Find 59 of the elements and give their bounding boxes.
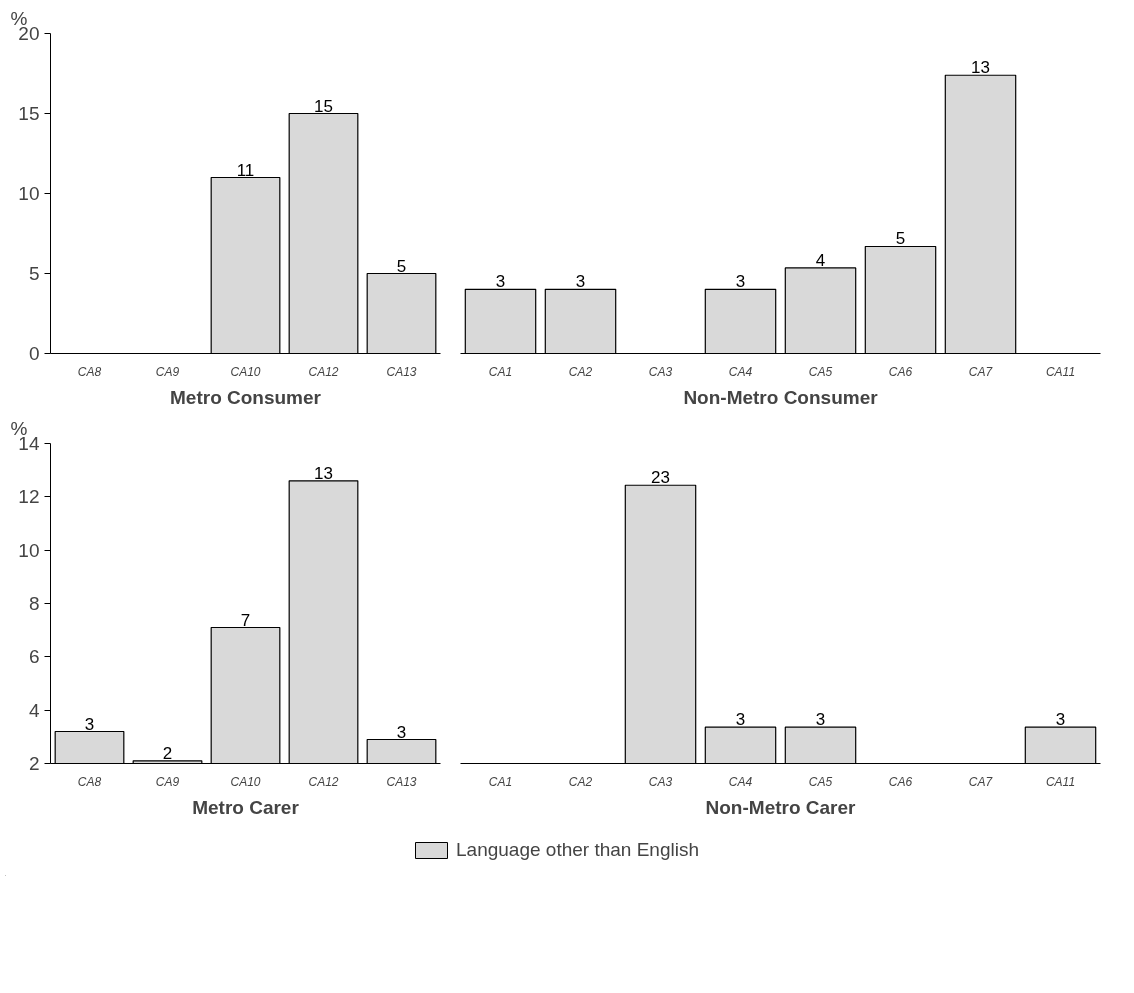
data-label: 3 <box>84 714 95 734</box>
y-tick-label: 4 <box>28 699 40 721</box>
data-label: 13 <box>314 463 333 483</box>
y-tick-label: 6 <box>28 646 40 668</box>
data-label: 13 <box>971 58 990 78</box>
x-tick-label: CA7 <box>968 774 994 789</box>
x-tick-label: CA4 <box>728 364 753 379</box>
data-label: 3 <box>735 710 746 730</box>
data-label: 3 <box>396 722 407 742</box>
data-label: 3 <box>815 710 826 730</box>
x-tick-label: CA2 <box>568 774 593 789</box>
x-tick-label: CA8 <box>77 774 102 789</box>
x-tick-label: CA13 <box>386 774 417 789</box>
x-tick-label: CA5 <box>808 364 833 379</box>
data-label: 2 <box>162 743 173 763</box>
x-tick-label: CA1 <box>488 774 513 789</box>
x-axis-title: Metro Carer <box>192 796 300 818</box>
data-label: 3 <box>495 272 506 292</box>
y-tick-label: 0 <box>28 343 40 364</box>
x-tick-label: CA3 <box>648 774 673 789</box>
data-label: 3 <box>735 272 746 292</box>
data-label: 23 <box>651 468 670 488</box>
x-tick-label: CA11 <box>1045 774 1076 789</box>
data-label: 11 <box>236 160 255 180</box>
x-tick-label: CA4 <box>728 774 753 789</box>
y-tick-label: 10 <box>18 183 40 204</box>
x-tick-label: CA6 <box>888 364 913 379</box>
x-axis-title: Non-Metro Consumer <box>683 386 879 408</box>
x-tick-label: CA12 <box>308 774 339 789</box>
y-tick-label: 8 <box>28 593 40 614</box>
x-tick-label: CA10 <box>230 364 261 379</box>
x-tick-label: CA8 <box>77 364 102 379</box>
y-tick-label: 15 <box>18 103 40 124</box>
x-tick-label: CA7 <box>968 364 994 379</box>
y-tick-label: 2 <box>28 753 40 774</box>
data-label: 15 <box>314 96 333 116</box>
x-tick-label: CA9 <box>155 364 180 379</box>
data-label: 5 <box>396 256 407 276</box>
x-tick-label: CA1 <box>488 364 513 379</box>
x-tick-label: CA12 <box>308 364 339 379</box>
data-label: 7 <box>240 610 251 630</box>
data-label: 3 <box>1055 710 1066 730</box>
x-tick-label: CA2 <box>568 364 593 379</box>
x-tick-label: CA10 <box>230 774 261 789</box>
x-axis-title: Metro Consumer <box>170 386 322 408</box>
data-label: 4 <box>815 250 826 270</box>
legend-label: Language other than English <box>456 839 699 861</box>
y-tick-label: 12 <box>18 486 40 508</box>
data-label: 5 <box>895 229 906 249</box>
x-axis-title: Non-Metro Carer <box>705 796 857 818</box>
x-tick-label: CA3 <box>648 364 673 379</box>
x-tick-label: CA11 <box>1045 364 1076 379</box>
data-label: 3 <box>575 272 586 292</box>
x-tick-label: CA5 <box>808 774 833 789</box>
x-tick-label: CA6 <box>888 774 913 789</box>
x-tick-label: CA13 <box>386 364 417 379</box>
x-tick-label: CA9 <box>155 774 180 789</box>
y-tick-label: 10 <box>18 539 40 561</box>
y-tick-label: 5 <box>28 263 40 284</box>
